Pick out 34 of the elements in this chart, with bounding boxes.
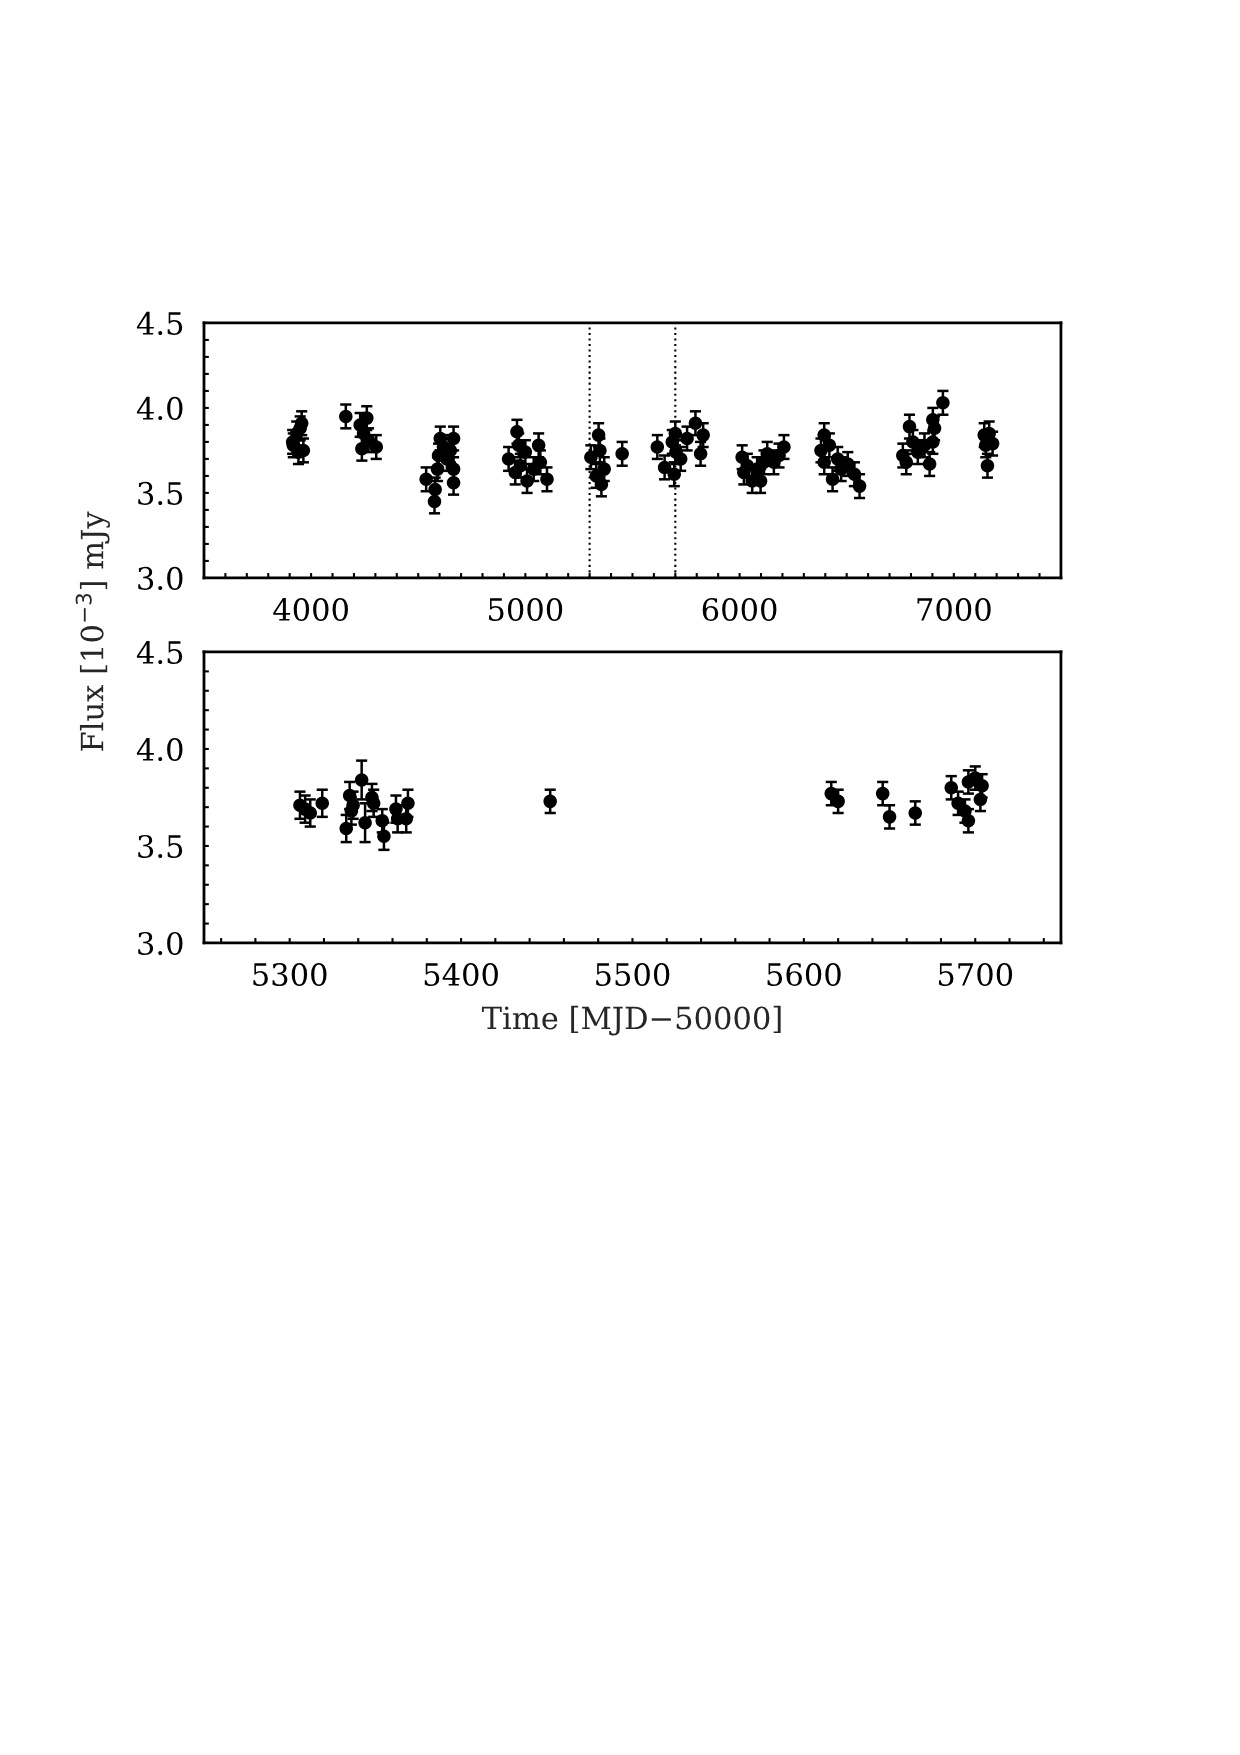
point — [339, 821, 353, 836]
y-axis-title: Flux [10$^{−3}$] mJy — [75, 511, 110, 751]
point — [358, 815, 372, 830]
y-tick-label: 4.0 — [136, 737, 183, 762]
point — [354, 773, 369, 787]
point — [831, 794, 845, 809]
y-tick-label: 4.5 — [136, 640, 183, 665]
point — [973, 792, 988, 807]
point — [975, 779, 989, 793]
point — [543, 794, 557, 809]
point — [399, 812, 413, 826]
point — [944, 781, 959, 795]
y-tick-label: 3.5 — [138, 481, 183, 505]
x-tick-label: 5500 — [596, 962, 670, 987]
x-tick-label: 5700 — [938, 962, 1013, 987]
point — [961, 813, 976, 828]
point — [401, 796, 415, 811]
x-tick-label: 6000 — [702, 597, 777, 622]
x-tick-label: 7000 — [917, 597, 991, 622]
y-tick-label: 3.5 — [138, 834, 183, 859]
x-tick-label: 5300 — [253, 962, 327, 987]
point — [315, 796, 330, 811]
point — [882, 810, 897, 824]
y-tick-label: 4.0 — [136, 396, 183, 420]
x-axis-title: Time [MJD−50000] — [481, 1005, 781, 1036]
y-tick-label: 4.5 — [136, 311, 183, 335]
point — [908, 806, 923, 820]
x-tick-label: 4000 — [273, 597, 348, 622]
y-tick-label: 3.0 — [138, 931, 183, 955]
y-tick-label: 3.0 — [138, 566, 183, 590]
x-tick-label: 5400 — [424, 962, 498, 987]
point — [875, 786, 890, 801]
x-tick-label: 5000 — [489, 597, 563, 622]
x-tick-label: 5600 — [767, 962, 841, 987]
